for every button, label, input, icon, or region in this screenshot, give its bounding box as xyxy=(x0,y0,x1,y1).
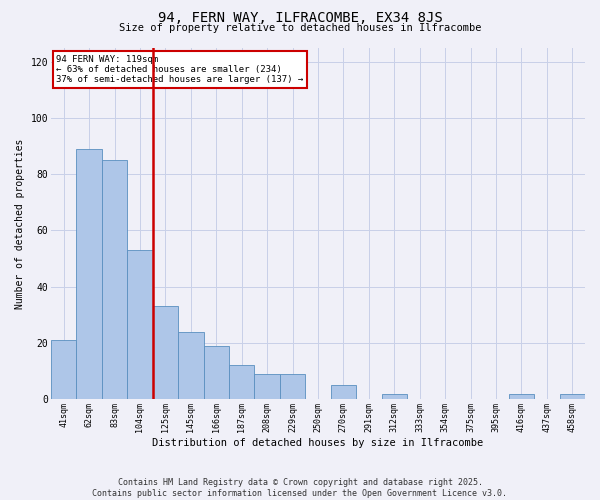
Y-axis label: Number of detached properties: Number of detached properties xyxy=(15,138,25,308)
Bar xyxy=(331,385,356,399)
Text: Contains HM Land Registry data © Crown copyright and database right 2025.
Contai: Contains HM Land Registry data © Crown c… xyxy=(92,478,508,498)
Bar xyxy=(51,340,76,399)
Bar xyxy=(382,394,407,399)
Bar xyxy=(509,394,534,399)
Bar xyxy=(152,306,178,399)
Bar xyxy=(254,374,280,399)
Bar xyxy=(102,160,127,399)
Bar xyxy=(76,149,102,399)
Bar xyxy=(203,346,229,399)
X-axis label: Distribution of detached houses by size in Ilfracombe: Distribution of detached houses by size … xyxy=(152,438,484,448)
Text: 94, FERN WAY, ILFRACOMBE, EX34 8JS: 94, FERN WAY, ILFRACOMBE, EX34 8JS xyxy=(158,11,442,25)
Bar xyxy=(560,394,585,399)
Text: Size of property relative to detached houses in Ilfracombe: Size of property relative to detached ho… xyxy=(119,23,481,33)
Text: 94 FERN WAY: 119sqm
← 63% of detached houses are smaller (234)
37% of semi-detac: 94 FERN WAY: 119sqm ← 63% of detached ho… xyxy=(56,54,304,84)
Bar xyxy=(178,332,203,399)
Bar xyxy=(280,374,305,399)
Bar xyxy=(229,366,254,399)
Bar xyxy=(127,250,152,399)
